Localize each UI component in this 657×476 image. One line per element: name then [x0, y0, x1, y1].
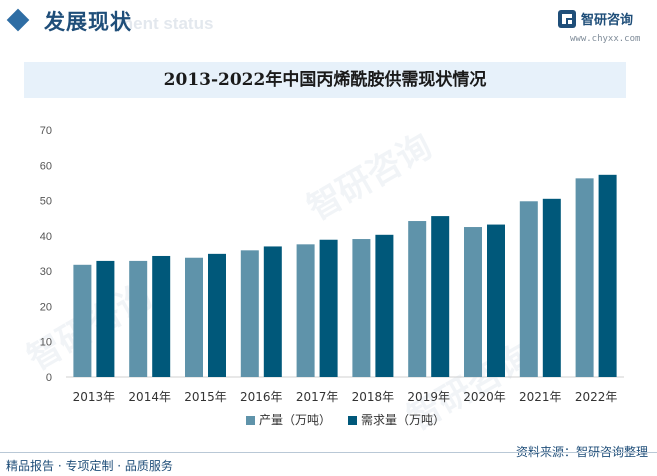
footer-tagline: 精品报告 · 专项定制 · 品质服务 [6, 459, 173, 473]
bar-demand [152, 255, 171, 377]
y-tick-label: 20 [40, 301, 52, 313]
bar-production [519, 201, 538, 377]
bar-production [129, 260, 148, 377]
bar-demand [319, 239, 338, 377]
x-tick-label: 2021年 [519, 390, 562, 404]
footer-divider [0, 452, 657, 453]
section-title: 发展现状 [44, 10, 132, 34]
x-tick-label: 2015年 [184, 390, 227, 404]
bar-production [296, 244, 315, 377]
bar-production [240, 250, 259, 377]
bar-demand [263, 246, 282, 377]
x-tick-label: 2020年 [463, 390, 506, 404]
bar-production [352, 239, 371, 377]
x-tick-label: 2018年 [352, 390, 395, 404]
legend-swatch [348, 416, 357, 425]
x-tick-label: 2013年 [73, 390, 116, 404]
chart-title: 2013-2022年中国丙烯酰胺供需现状情况 [163, 70, 487, 90]
y-tick-label: 40 [40, 231, 52, 243]
chart-title-bar: 2013-2022年中国丙烯酰胺供需现状情况 [24, 62, 626, 98]
y-tick-label: 10 [40, 337, 52, 349]
bar-production [185, 257, 203, 377]
brand-url: www.chyxx.com [570, 34, 641, 44]
brand-name: 智研咨询 [581, 13, 634, 28]
x-tick-label: 2014年 [128, 390, 171, 404]
bar-production [408, 221, 427, 377]
bar-production [73, 264, 92, 377]
bar-demand [431, 216, 450, 377]
legend-label: 产量（万吨） [259, 413, 331, 427]
bar-demand [208, 253, 226, 377]
y-tick-label: 0 [46, 372, 52, 384]
section-subtitle: ment status [118, 14, 214, 33]
y-tick-label: 70 [40, 125, 52, 137]
legend-label: 需求量（万吨） [361, 413, 445, 427]
bar-demand [487, 224, 505, 377]
bar-production [575, 178, 594, 377]
x-tick-label: 2019年 [407, 390, 450, 404]
bar-demand [375, 234, 394, 377]
bar-demand [96, 260, 115, 377]
y-tick-label: 60 [40, 160, 52, 172]
bar-demand [598, 174, 617, 377]
y-tick-label: 50 [40, 196, 52, 208]
x-tick-label: 2017年 [296, 390, 339, 404]
bar-demand [542, 198, 561, 377]
x-tick-label: 2022年 [575, 390, 618, 404]
y-tick-label: 30 [40, 266, 52, 278]
legend-swatch [246, 416, 255, 425]
x-tick-label: 2016年 [240, 390, 283, 404]
brand-logo-icon [558, 10, 576, 28]
header: ment status 发展现状 智研咨询 www.chyxx.com [0, 0, 657, 52]
bar-production [464, 227, 482, 377]
